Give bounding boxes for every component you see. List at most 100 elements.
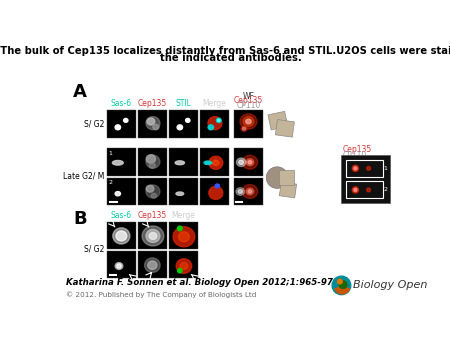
- Ellipse shape: [208, 125, 214, 130]
- Ellipse shape: [175, 161, 184, 165]
- Ellipse shape: [243, 127, 246, 130]
- Ellipse shape: [179, 232, 189, 242]
- Text: 1: 1: [383, 166, 387, 171]
- Ellipse shape: [246, 159, 254, 166]
- Text: Fig. 5. The bulk of Cep135 localizes distantly from Sas-6 and STIL.U2OS cells we: Fig. 5. The bulk of Cep135 localizes dis…: [0, 46, 450, 56]
- Ellipse shape: [246, 119, 251, 124]
- Text: B: B: [73, 210, 87, 228]
- Ellipse shape: [248, 161, 252, 164]
- Text: Sas-6: Sas-6: [111, 99, 132, 108]
- Ellipse shape: [236, 188, 244, 195]
- Ellipse shape: [213, 160, 219, 166]
- Ellipse shape: [115, 125, 121, 130]
- Ellipse shape: [242, 185, 258, 198]
- Ellipse shape: [241, 126, 247, 131]
- FancyBboxPatch shape: [200, 110, 229, 138]
- Ellipse shape: [208, 117, 222, 130]
- FancyBboxPatch shape: [200, 148, 229, 176]
- FancyBboxPatch shape: [234, 110, 263, 138]
- FancyBboxPatch shape: [279, 182, 297, 198]
- FancyBboxPatch shape: [342, 155, 390, 203]
- Ellipse shape: [215, 184, 220, 188]
- Ellipse shape: [243, 117, 254, 126]
- FancyBboxPatch shape: [107, 251, 136, 279]
- FancyBboxPatch shape: [275, 120, 294, 137]
- Ellipse shape: [352, 187, 359, 193]
- FancyBboxPatch shape: [234, 148, 263, 176]
- FancyBboxPatch shape: [107, 148, 136, 176]
- Ellipse shape: [354, 188, 357, 192]
- Ellipse shape: [124, 118, 128, 122]
- FancyBboxPatch shape: [169, 178, 198, 206]
- Ellipse shape: [176, 192, 184, 195]
- FancyBboxPatch shape: [169, 251, 198, 279]
- Ellipse shape: [147, 118, 155, 125]
- Ellipse shape: [177, 226, 182, 231]
- Ellipse shape: [115, 263, 123, 269]
- Ellipse shape: [142, 226, 164, 246]
- Ellipse shape: [242, 155, 258, 169]
- FancyBboxPatch shape: [169, 221, 198, 249]
- Circle shape: [332, 276, 351, 295]
- FancyBboxPatch shape: [107, 178, 136, 206]
- Ellipse shape: [367, 166, 370, 170]
- Ellipse shape: [354, 167, 357, 170]
- FancyBboxPatch shape: [268, 111, 288, 130]
- Text: CP110: CP110: [236, 101, 261, 110]
- Text: WF: WF: [243, 92, 254, 101]
- Text: S/ G2: S/ G2: [84, 245, 104, 254]
- Text: Katharina F. Sonnen et al. Biology Open 2012;1:965-976: Katharina F. Sonnen et al. Biology Open …: [66, 278, 338, 287]
- Ellipse shape: [112, 161, 123, 165]
- Text: Late G2/ M: Late G2/ M: [63, 172, 104, 180]
- Text: Cep135: Cep135: [138, 99, 167, 108]
- FancyBboxPatch shape: [138, 110, 167, 138]
- FancyBboxPatch shape: [200, 178, 229, 206]
- FancyBboxPatch shape: [107, 110, 136, 138]
- FancyBboxPatch shape: [169, 110, 198, 138]
- Wedge shape: [335, 286, 350, 294]
- Ellipse shape: [151, 193, 157, 198]
- Ellipse shape: [116, 231, 127, 241]
- Text: Merge: Merge: [202, 99, 226, 108]
- Ellipse shape: [209, 156, 223, 169]
- Text: Cep135: Cep135: [343, 145, 372, 153]
- Ellipse shape: [115, 192, 121, 196]
- Ellipse shape: [146, 117, 160, 130]
- Text: the indicated antibodies.: the indicated antibodies.: [160, 53, 302, 63]
- Text: © 2012. Published by The Company of Biologists Ltd: © 2012. Published by The Company of Biol…: [66, 292, 256, 298]
- Ellipse shape: [146, 185, 154, 192]
- Ellipse shape: [248, 190, 252, 193]
- FancyBboxPatch shape: [138, 178, 167, 206]
- Ellipse shape: [209, 186, 223, 199]
- Text: Sas-6: Sas-6: [111, 211, 132, 220]
- FancyBboxPatch shape: [107, 221, 136, 249]
- Ellipse shape: [240, 114, 257, 129]
- Ellipse shape: [185, 118, 190, 122]
- Text: S/ G2: S/ G2: [84, 119, 104, 128]
- Ellipse shape: [146, 155, 160, 168]
- Ellipse shape: [239, 160, 243, 164]
- Ellipse shape: [149, 233, 157, 239]
- FancyBboxPatch shape: [169, 148, 198, 176]
- Ellipse shape: [216, 118, 221, 123]
- Text: STIL: STIL: [176, 99, 191, 108]
- Ellipse shape: [153, 124, 159, 130]
- Ellipse shape: [204, 161, 212, 165]
- Ellipse shape: [113, 228, 130, 244]
- Ellipse shape: [173, 227, 195, 247]
- Circle shape: [339, 281, 347, 289]
- FancyBboxPatch shape: [138, 148, 167, 176]
- Circle shape: [266, 167, 288, 188]
- Ellipse shape: [149, 163, 155, 168]
- Ellipse shape: [218, 119, 220, 121]
- Text: A: A: [73, 83, 87, 101]
- Text: Cep135: Cep135: [138, 211, 167, 220]
- Ellipse shape: [352, 165, 359, 171]
- Ellipse shape: [246, 188, 254, 195]
- Ellipse shape: [144, 258, 160, 272]
- Text: 2: 2: [108, 180, 112, 185]
- Ellipse shape: [148, 261, 157, 269]
- Ellipse shape: [177, 125, 183, 130]
- Ellipse shape: [236, 158, 246, 166]
- Ellipse shape: [238, 190, 243, 193]
